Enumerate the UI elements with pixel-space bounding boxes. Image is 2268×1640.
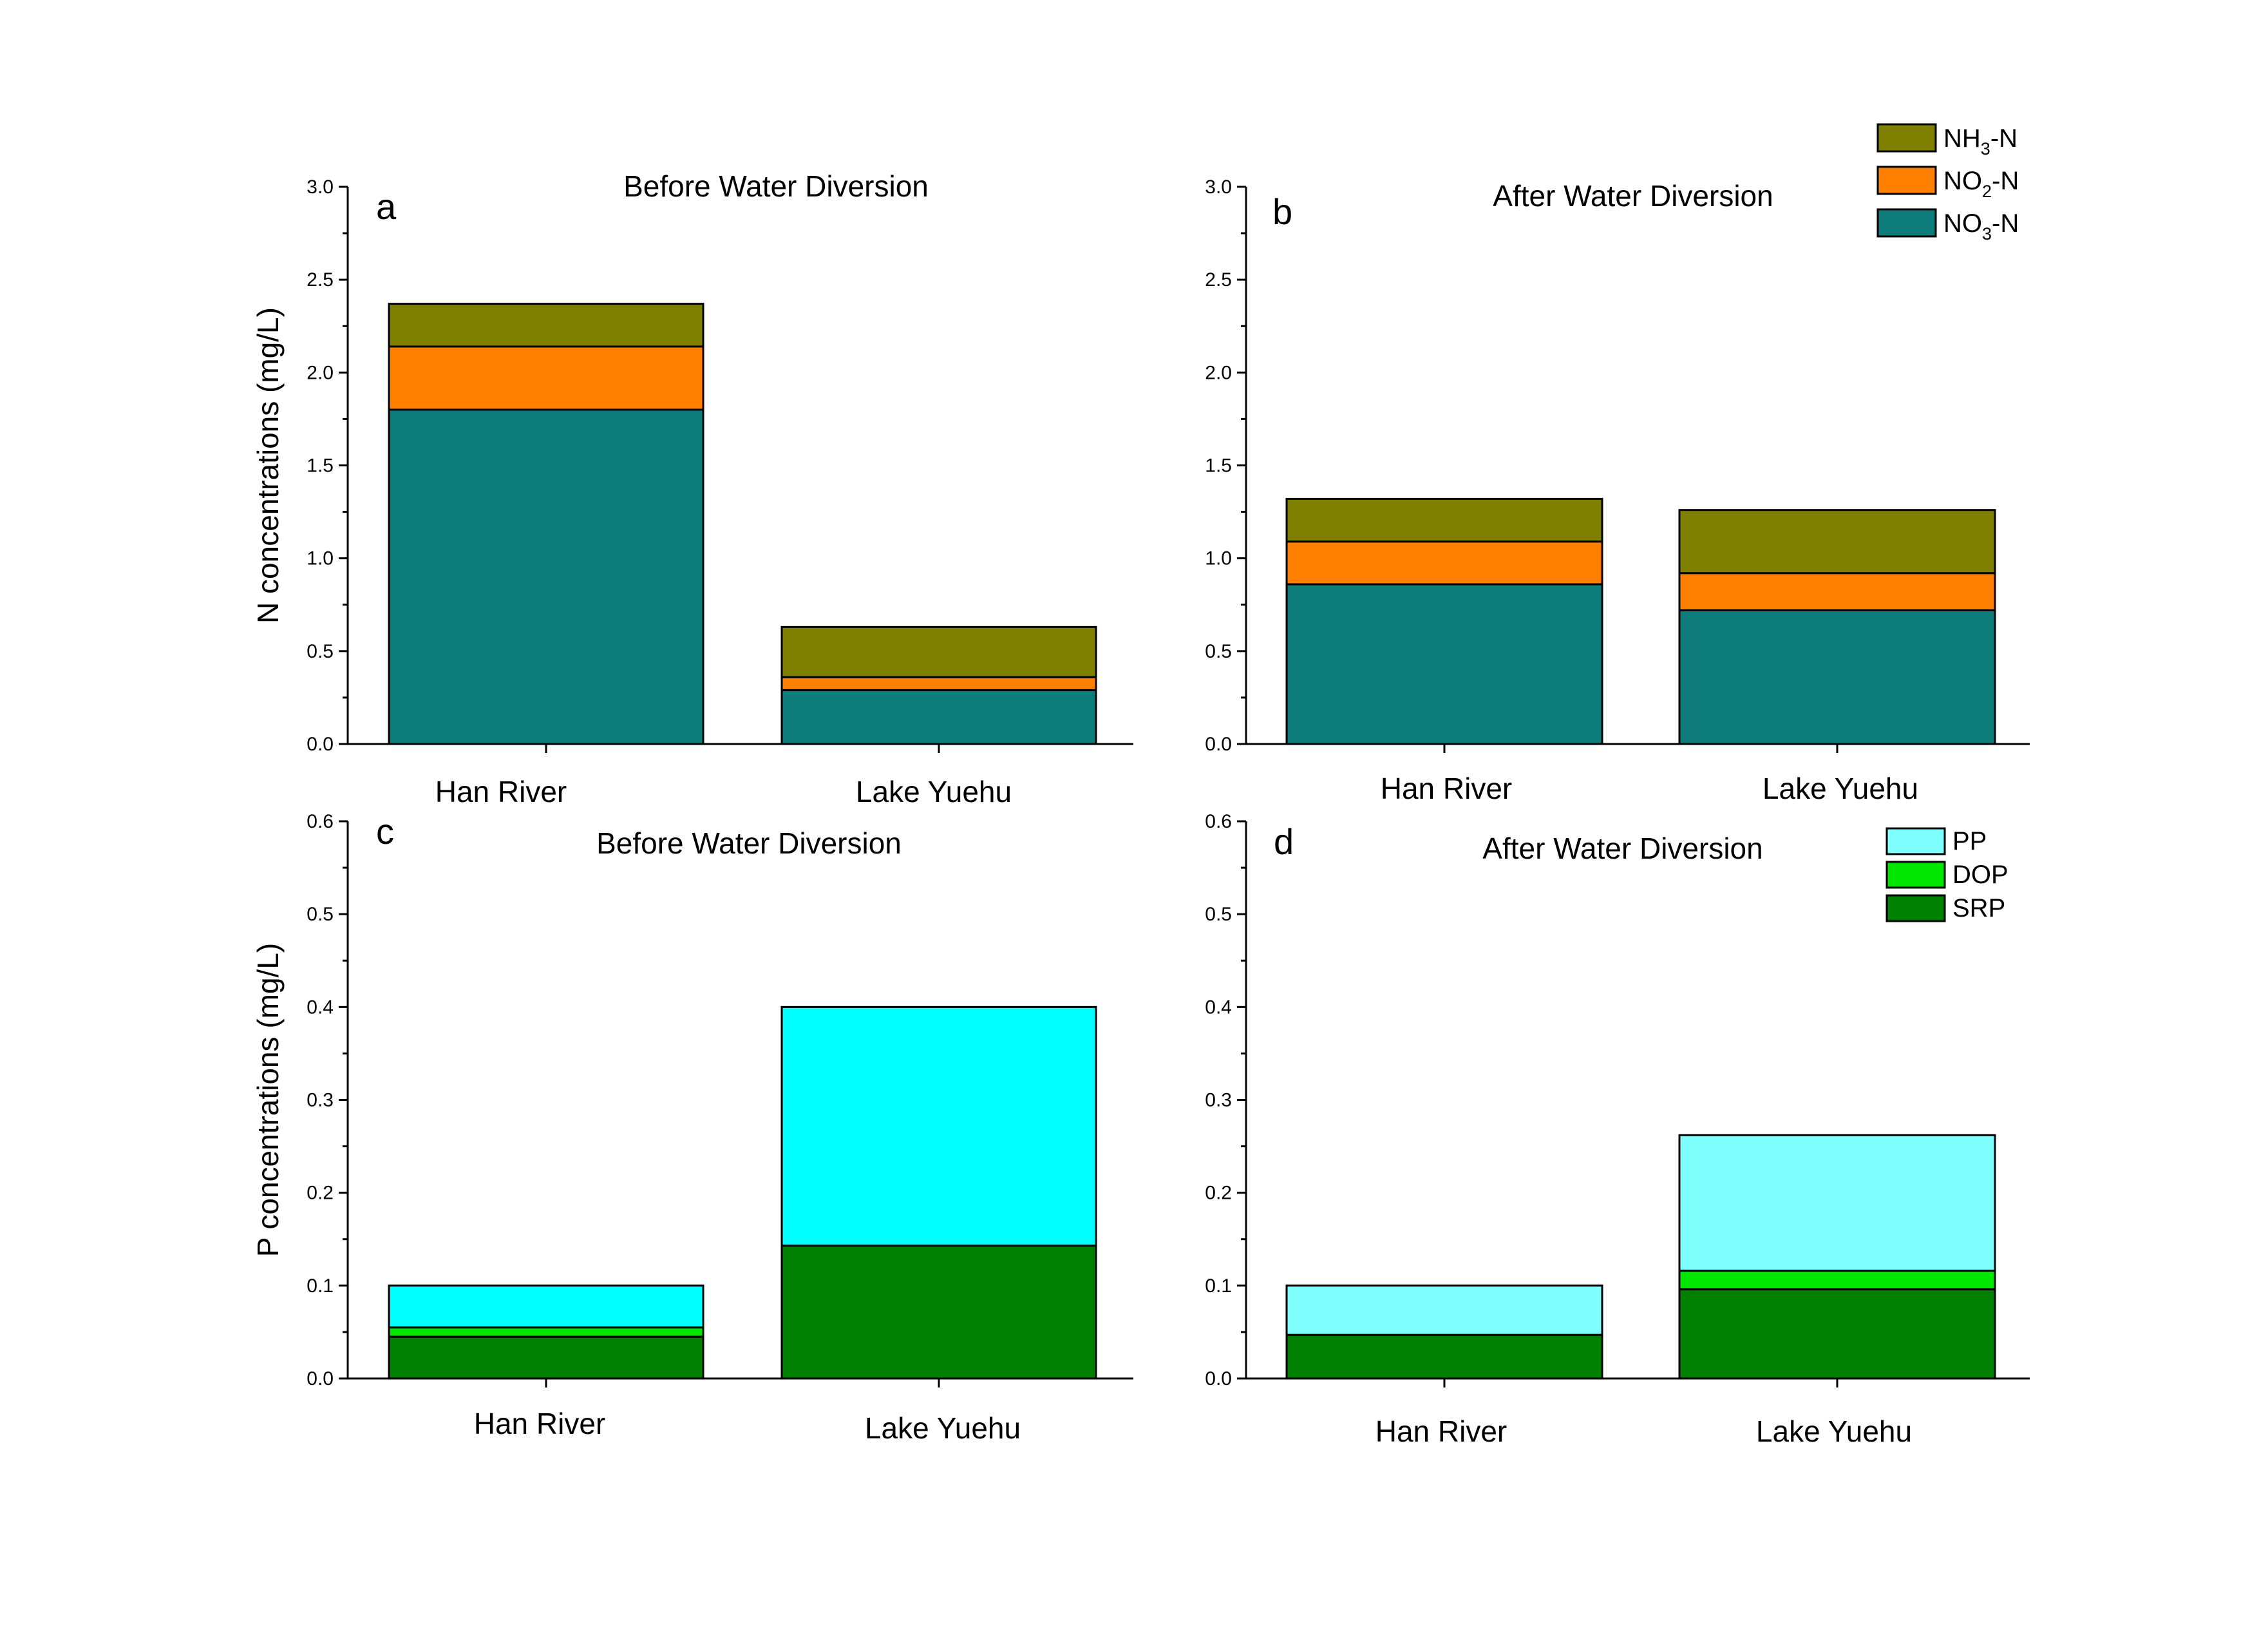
- panel-title: Before Water Diversion: [623, 169, 929, 203]
- legend-label: PP: [1952, 827, 1987, 855]
- panel-b: 0.0 0.5 1.0 1.5 2.0 2.5 3.0 Han River Lake Yuehu…: [1205, 176, 2030, 805]
- x-category-label: Han River: [1375, 1415, 1507, 1448]
- x-category-label: Lake Yuehu: [1762, 772, 1918, 805]
- legend-phosphorus: PP DOP SRP: [1885, 827, 2008, 922]
- bar-segment: [388, 1284, 704, 1329]
- y-tick-label: 2.0: [307, 362, 334, 383]
- x-category-label: Han River: [435, 775, 567, 808]
- y-tick-label: 1.5: [1205, 455, 1232, 477]
- bar-segment: [1285, 1284, 1603, 1336]
- legend-label-suffix: -N: [1992, 167, 2019, 195]
- y-tick-label: 0.3: [1205, 1090, 1232, 1111]
- y-tick-label: 1.5: [307, 455, 334, 477]
- y-tick-label: 0.3: [307, 1090, 334, 1111]
- legend-label-subscript: 3: [1982, 224, 1992, 243]
- bar-segment: [780, 1244, 1097, 1380]
- y-tick-label: 0.2: [307, 1183, 334, 1204]
- bar-segment: [388, 408, 704, 745]
- x-category-label: Lake Yuehu: [865, 1411, 1021, 1445]
- x-category-label: Lake Yuehu: [1756, 1415, 1912, 1448]
- y-tick-label: 0.6: [307, 811, 334, 832]
- bar-segment: [1678, 609, 1996, 745]
- y-axis-label: N concentrations (mg/L): [251, 307, 285, 624]
- legend-label-subscript: 3: [1981, 139, 1990, 158]
- panel-letter: c: [376, 811, 394, 852]
- x-category-label: Han River: [474, 1407, 606, 1440]
- bar-segment: [780, 689, 1097, 745]
- y-tick-label: 0.0: [307, 1368, 334, 1389]
- legend-swatch: [1876, 208, 1937, 238]
- y-tick-label: 0.5: [307, 904, 334, 925]
- bar-segment: [388, 303, 704, 348]
- bar-segment: [1678, 1270, 1996, 1291]
- legend-label-suffix: -N: [1990, 124, 2018, 153]
- panel-letter: a: [376, 186, 397, 227]
- legend-label-base: NH: [1943, 124, 1981, 153]
- y-tick-label: 1.0: [307, 548, 334, 569]
- panel-letter: d: [1274, 821, 1294, 862]
- bar-segment: [1678, 1134, 1996, 1272]
- legend-label-base: NO: [1943, 167, 1982, 195]
- x-category-label: Lake Yuehu: [856, 775, 1012, 808]
- panel-title: After Water Diversion: [1482, 832, 1762, 865]
- y-tick-label: 0.0: [307, 734, 334, 755]
- bar-segment: [780, 625, 1097, 678]
- bar-segment: [780, 676, 1097, 691]
- bar-segment: [1285, 583, 1603, 745]
- x-category-label: Han River: [1381, 772, 1513, 805]
- y-tick-label: 0.4: [307, 996, 334, 1018]
- legend-swatch: [1885, 861, 1946, 889]
- bar-segment: [1285, 540, 1603, 586]
- bar-segment: [388, 1335, 704, 1380]
- y-tick-label: 0.2: [1205, 1183, 1232, 1204]
- panel-c: 0.0 0.1 0.2 0.3 0.4 0.5 0.6 Han River Lake Yuehu…: [251, 811, 1133, 1445]
- y-tick-label: 0.4: [1205, 996, 1232, 1018]
- legend-label: DOP: [1952, 861, 2008, 889]
- bar-segment: [1285, 497, 1603, 543]
- y-tick-label: 0.5: [1205, 904, 1232, 925]
- legend-label: NH3-N: [1943, 124, 2018, 158]
- y-tick-label: 2.0: [1205, 362, 1232, 383]
- y-tick-label: 3.0: [307, 176, 334, 198]
- legend-label-subscript: 2: [1982, 182, 1992, 201]
- bar-segment: [1285, 1333, 1603, 1380]
- bar-segment: [1678, 572, 1996, 611]
- legend-label: NO2-N: [1943, 167, 2019, 201]
- y-tick-label: 3.0: [1205, 176, 1232, 198]
- legend-swatch: [1885, 827, 1946, 855]
- y-tick-label: 2.5: [1205, 269, 1232, 291]
- legend-label-base: NO: [1943, 209, 1982, 238]
- y-tick-label: 0.1: [1205, 1275, 1232, 1297]
- bar-segment: [1678, 509, 1996, 575]
- y-axis-label: P concentrations (mg/L): [251, 943, 285, 1257]
- legend-label: NO3-N: [1943, 209, 2019, 243]
- bar-segment: [388, 345, 704, 411]
- panel-title: After Water Diversion: [1493, 179, 1773, 213]
- y-tick-label: 0.5: [1205, 641, 1232, 662]
- y-tick-label: 0.1: [307, 1275, 334, 1297]
- panel-letter: b: [1272, 191, 1292, 232]
- y-tick-label: 0.0: [1205, 734, 1232, 755]
- y-tick-label: 0.0: [1205, 1368, 1232, 1389]
- legend-swatch: [1876, 166, 1937, 195]
- legend-label: SRP: [1952, 894, 2005, 922]
- bar-segment: [780, 1006, 1097, 1247]
- panel-a: 0.0 0.5 1.0 1.5 2.0 2.5 3.0 Han River Lake Yuehu…: [251, 169, 1133, 808]
- y-tick-label: 0.5: [307, 641, 334, 662]
- y-tick-label: 1.0: [1205, 548, 1232, 569]
- legend-swatch: [1876, 123, 1937, 153]
- panel-title: Before Water Diversion: [596, 826, 902, 860]
- panel-d: 0.0 0.1 0.2 0.3 0.4 0.5 0.6 Han River Lake Yuehu…: [1205, 811, 2030, 1448]
- legend-label-suffix: -N: [1992, 209, 2019, 238]
- bar-segment: [388, 1326, 704, 1338]
- bar-segment: [1678, 1288, 1996, 1380]
- y-tick-label: 0.6: [1205, 811, 1232, 832]
- legend-swatch: [1885, 894, 1946, 922]
- y-tick-label: 2.5: [307, 269, 334, 291]
